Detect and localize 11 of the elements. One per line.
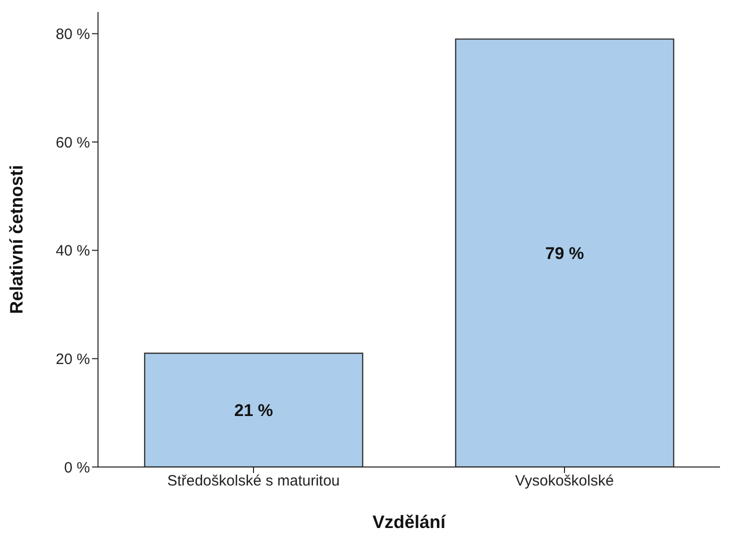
- x-axis-title: Vzdělání: [372, 512, 447, 532]
- y-tick-label: 20 %: [56, 350, 90, 368]
- y-tick-label: 0 %: [64, 459, 90, 476]
- y-axis-title: Relativní četnosti: [6, 164, 26, 314]
- data-label: 79 %: [545, 244, 584, 264]
- y-tick-label: 40 %: [56, 242, 90, 260]
- x-tick-label: Středoškolské s maturitou: [167, 472, 340, 490]
- y-tick-label: 60 %: [56, 134, 90, 152]
- y-tick-label: 80 %: [56, 26, 90, 43]
- data-label: 21 %: [234, 401, 274, 420]
- x-tick-label: Vysokoškolské: [515, 472, 614, 490]
